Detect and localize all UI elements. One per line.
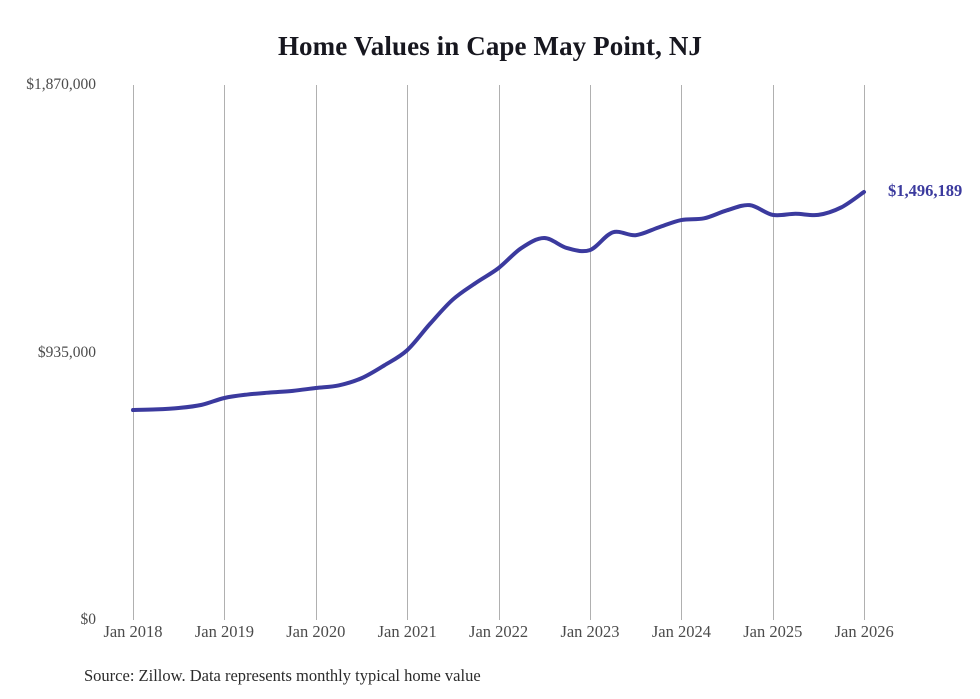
gridline-jan-2024 — [681, 85, 683, 620]
gridline-jan-2025 — [772, 85, 774, 620]
gridline-jan-2021 — [407, 85, 409, 620]
x-axis-tick-label-jan-2022: Jan 2022 — [469, 622, 529, 641]
y-axis-tick-label-zero: $0 — [80, 611, 97, 628]
data-series-line — [131, 189, 866, 413]
y-axis-tick-label-max: $1,870,000 — [26, 76, 96, 93]
x-axis-tick-label-jan-2020: Jan 2020 — [286, 622, 346, 641]
gridline-jan-2023 — [590, 85, 591, 620]
x-axis-tick-label-jan-2021: Jan 2021 — [377, 622, 437, 641]
page-title: Home Values in Cape May Point, NJ — [277, 31, 703, 61]
source-note: Source: Zillow. Data represents monthly … — [84, 666, 481, 685]
y-axis-tick-label-mid: $935,000 — [37, 344, 96, 361]
gridline-jan-2020 — [315, 85, 317, 620]
gridline-jan-2018 — [133, 85, 134, 620]
x-axis-tick-label-jan-2025: Jan 2025 — [743, 622, 803, 641]
endpoint-value-annotation: $1,496,189 — [888, 180, 963, 200]
x-axis-tick-label-jan-2019: Jan 2019 — [194, 622, 254, 641]
x-axis-tick-label-jan-2026: Jan 2026 — [834, 622, 894, 641]
line-path — [131, 189, 866, 413]
x-axis-tick-label-jan-2023: Jan 2023 — [560, 622, 620, 641]
gridline-jan-2022 — [498, 85, 500, 620]
x-axis-tick-label-jan-2018: Jan 2018 — [103, 622, 163, 641]
plot-area — [131, 85, 866, 620]
gridline-jan-2026 — [864, 85, 866, 620]
gridline-jan-2019 — [224, 85, 226, 620]
x-axis-tick-label-jan-2024: Jan 2024 — [651, 622, 711, 641]
